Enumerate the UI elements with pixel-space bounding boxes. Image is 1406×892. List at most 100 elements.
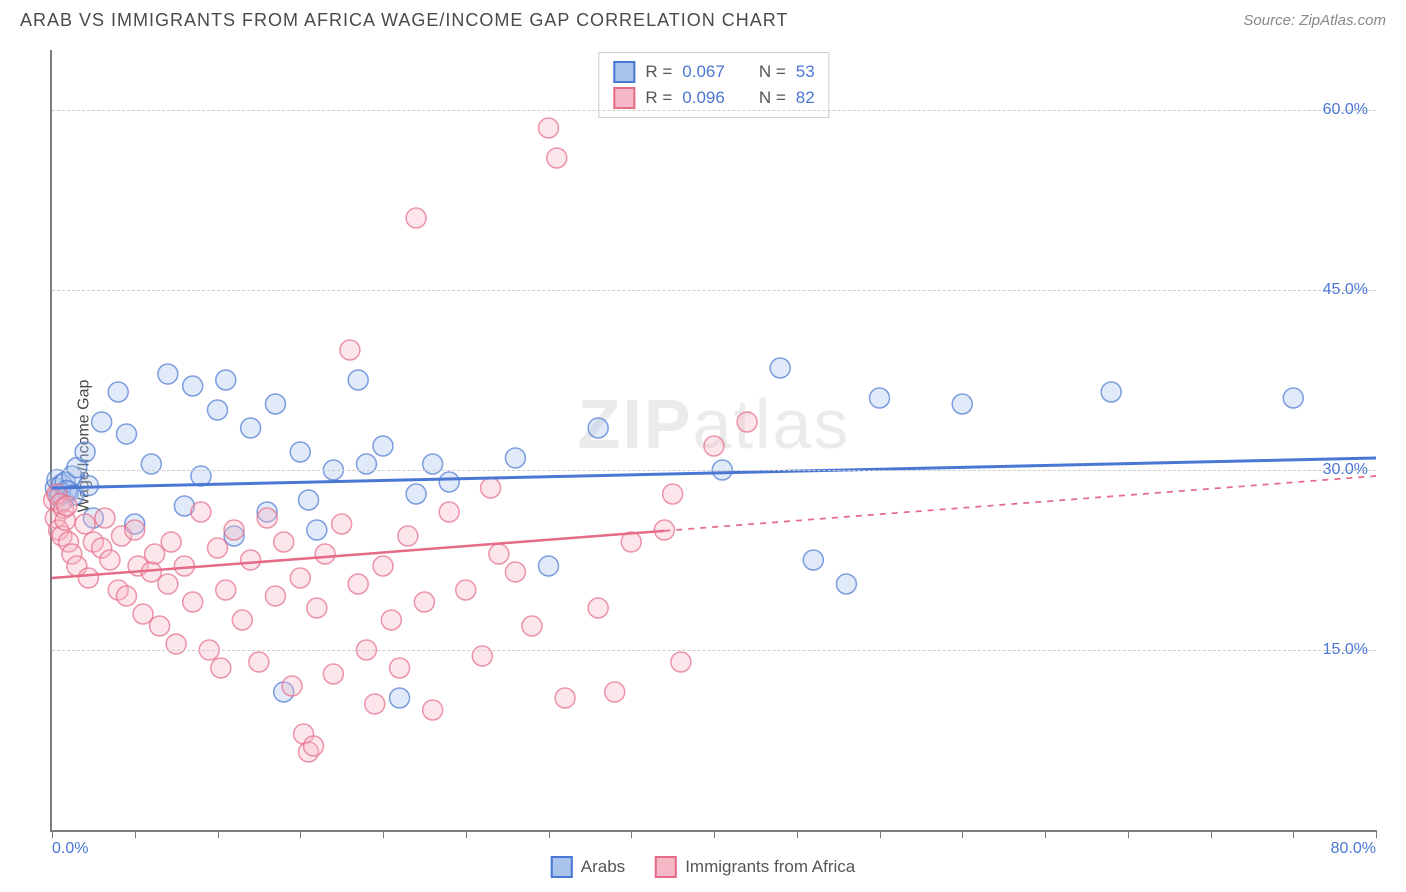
legend-swatch-arabs xyxy=(613,61,635,83)
data-point-immigrants xyxy=(439,502,459,522)
x-tick xyxy=(52,830,53,838)
data-point-immigrants xyxy=(381,610,401,630)
legend-series-item-immigrants: Immigrants from Africa xyxy=(655,856,855,878)
x-tick xyxy=(1293,830,1294,838)
data-point-immigrants xyxy=(216,580,236,600)
data-point-immigrants xyxy=(75,514,95,534)
data-point-immigrants xyxy=(365,694,385,714)
data-point-immigrants xyxy=(547,148,567,168)
data-point-immigrants xyxy=(224,520,244,540)
data-point-arabs xyxy=(241,418,261,438)
data-point-immigrants xyxy=(307,598,327,618)
x-tick xyxy=(1128,830,1129,838)
n-value: 53 xyxy=(796,62,815,82)
data-point-arabs xyxy=(770,358,790,378)
legend-stats-row-arabs: R = 0.067N = 53 xyxy=(613,59,814,85)
x-tick xyxy=(631,830,632,838)
trend-line-immigrants-extrapolated xyxy=(664,476,1376,531)
data-point-arabs xyxy=(1101,382,1121,402)
data-point-immigrants xyxy=(183,592,203,612)
data-point-immigrants xyxy=(348,574,368,594)
scatter-svg xyxy=(52,50,1376,830)
x-tick xyxy=(466,830,467,838)
x-tick xyxy=(135,830,136,838)
n-label: N = xyxy=(759,88,786,108)
x-tick xyxy=(549,830,550,838)
data-point-arabs xyxy=(836,574,856,594)
data-point-immigrants xyxy=(257,508,277,528)
data-point-arabs xyxy=(299,490,319,510)
x-tick xyxy=(1045,830,1046,838)
r-label: R = xyxy=(645,88,672,108)
data-point-immigrants xyxy=(481,478,501,498)
source-attribution: Source: ZipAtlas.com xyxy=(1243,12,1386,29)
data-point-immigrants xyxy=(332,514,352,534)
gridline xyxy=(52,290,1376,291)
legend-series-label: Arabs xyxy=(581,857,625,877)
data-point-arabs xyxy=(158,364,178,384)
data-point-arabs xyxy=(75,442,95,462)
data-point-arabs xyxy=(390,688,410,708)
data-point-immigrants xyxy=(57,496,77,516)
source-label: Source: xyxy=(1243,12,1299,29)
data-point-immigrants xyxy=(208,538,228,558)
data-point-immigrants xyxy=(605,682,625,702)
data-point-immigrants xyxy=(158,574,178,594)
data-point-immigrants xyxy=(78,568,98,588)
data-point-immigrants xyxy=(472,646,492,666)
chart-plot-area: ZIPatlas R = 0.067N = 53R = 0.096N = 82 … xyxy=(50,50,1376,832)
data-point-immigrants xyxy=(174,556,194,576)
data-point-immigrants xyxy=(398,526,418,546)
data-point-arabs xyxy=(348,370,368,390)
legend-stats-box: R = 0.067N = 53R = 0.096N = 82 xyxy=(598,52,829,118)
data-point-immigrants xyxy=(671,652,691,672)
data-point-immigrants xyxy=(489,544,509,564)
data-point-arabs xyxy=(356,454,376,474)
legend-series-label: Immigrants from Africa xyxy=(685,857,855,877)
data-point-immigrants xyxy=(555,688,575,708)
data-point-immigrants xyxy=(100,550,120,570)
data-point-arabs xyxy=(423,454,443,474)
data-point-immigrants xyxy=(166,634,186,654)
x-tick xyxy=(962,830,963,838)
r-value: 0.067 xyxy=(682,62,725,82)
legend-series: Arabs Immigrants from Africa xyxy=(551,856,855,878)
data-point-immigrants xyxy=(150,616,170,636)
data-point-immigrants xyxy=(522,616,542,636)
x-tick xyxy=(1376,830,1377,838)
data-point-arabs xyxy=(952,394,972,414)
gridline xyxy=(52,470,1376,471)
data-point-arabs xyxy=(307,520,327,540)
x-tick xyxy=(218,830,219,838)
r-value: 0.096 xyxy=(682,88,725,108)
trend-line-immigrants xyxy=(52,531,664,578)
data-point-immigrants xyxy=(95,508,115,528)
data-point-immigrants xyxy=(456,580,476,600)
data-point-arabs xyxy=(216,370,236,390)
data-point-immigrants xyxy=(704,436,724,456)
chart-title: ARAB VS IMMIGRANTS FROM AFRICA WAGE/INCO… xyxy=(20,10,788,31)
y-tick-label: 60.0% xyxy=(1323,101,1368,119)
n-label: N = xyxy=(759,62,786,82)
x-axis-min-label: 0.0% xyxy=(52,840,88,858)
y-tick-label: 15.0% xyxy=(1323,641,1368,659)
data-point-immigrants xyxy=(323,664,343,684)
data-point-arabs xyxy=(505,448,525,468)
data-point-arabs xyxy=(870,388,890,408)
data-point-immigrants xyxy=(406,208,426,228)
gridline xyxy=(52,110,1376,111)
data-point-arabs xyxy=(92,412,112,432)
data-point-arabs xyxy=(588,418,608,438)
trend-line-arabs xyxy=(52,458,1376,488)
data-point-immigrants xyxy=(737,412,757,432)
data-point-arabs xyxy=(108,382,128,402)
legend-swatch-arabs xyxy=(551,856,573,878)
data-point-arabs xyxy=(290,442,310,462)
legend-swatch-immigrants xyxy=(613,87,635,109)
data-point-arabs xyxy=(406,484,426,504)
x-axis-max-label: 80.0% xyxy=(1331,840,1376,858)
y-tick-label: 45.0% xyxy=(1323,281,1368,299)
data-point-immigrants xyxy=(211,658,231,678)
data-point-immigrants xyxy=(588,598,608,618)
data-point-immigrants xyxy=(539,118,559,138)
